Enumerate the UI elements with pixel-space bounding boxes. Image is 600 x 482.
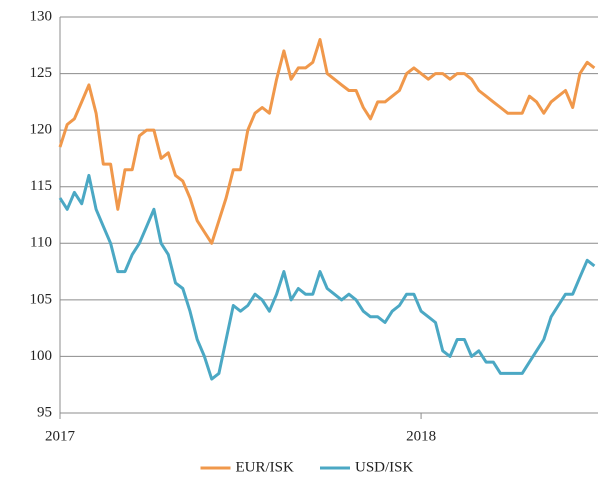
y-tick-label: 105 — [30, 291, 53, 307]
line-series — [58, 173, 596, 381]
x-tick-label: 2017 — [45, 428, 76, 444]
y-tick-label: 100 — [30, 348, 53, 364]
line-series — [58, 38, 596, 245]
y-tick-label: 115 — [30, 178, 52, 194]
legend-label: EUR/ISK — [236, 459, 295, 475]
y-tick-label: 120 — [30, 122, 53, 138]
y-tick-label: 130 — [30, 8, 53, 24]
y-tick-label: 125 — [30, 65, 53, 81]
legend-label: USD/ISK — [355, 459, 414, 475]
y-tick-label: 95 — [37, 404, 52, 420]
y-tick-label: 110 — [30, 235, 52, 251]
x-tick-label: 2018 — [406, 428, 436, 444]
